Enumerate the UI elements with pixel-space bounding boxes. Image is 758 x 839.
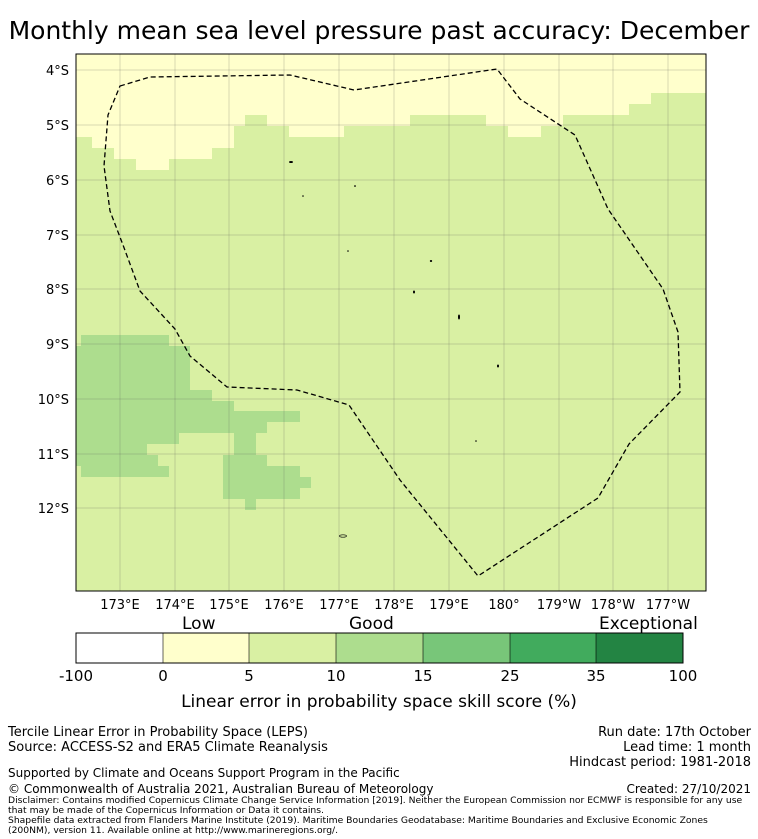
lon-label: 174°E (155, 598, 195, 613)
lat-label: 6°S (46, 174, 69, 189)
footer-created: Created: 27/10/2021 (626, 782, 751, 796)
lat-label: 4°S (46, 64, 69, 79)
low-skill-region (76, 54, 706, 170)
islands (289, 161, 499, 538)
footer-lead-time: Lead time: 1 month (623, 740, 751, 755)
lon-label: 177°W (646, 598, 690, 613)
colorbar-segment (596, 633, 683, 663)
colorbar-segment (423, 633, 510, 663)
gridlines (76, 54, 706, 591)
colorbar-tick: -100 (58, 667, 94, 685)
colorbar-tick: 10 (326, 667, 346, 685)
colorbar-tick: 15 (413, 667, 433, 685)
colorbar-tick: 0 (158, 667, 168, 685)
footer-hindcast: Hindcast period: 1981-2018 (569, 755, 751, 770)
lon-label: 178°E (374, 598, 414, 613)
footer-run-date: Run date: 17th October (598, 725, 751, 740)
colorbar-category-low: Low (182, 614, 216, 634)
colorbar-segment (510, 633, 596, 663)
lat-label: 11°S (38, 448, 69, 463)
colorbar-tick: 25 (500, 667, 520, 685)
colorbar-segment (163, 633, 249, 663)
colorbar (75, 632, 684, 664)
footer-support: Supported by Climate and Oceans Support … (8, 766, 400, 780)
lon-label: 177°E (319, 598, 359, 613)
lat-label: 12°S (38, 502, 69, 517)
colorbar-title: Linear error in probability space skill … (181, 692, 577, 712)
good-skill-region (76, 335, 311, 510)
colorbar-tick: 5 (244, 667, 254, 685)
map-frame (75, 53, 707, 592)
footer-disclaimer: Disclaimer: Contains modified Copernicus… (8, 795, 743, 816)
colorbar-tick: 35 (586, 667, 606, 685)
lat-label: 7°S (46, 229, 69, 244)
lon-label: 180° (488, 598, 519, 613)
lat-label: 9°S (46, 338, 69, 353)
footer-source: Source: ACCESS-S2 and ERA5 Climate Reana… (8, 740, 328, 755)
colorbar-segment (249, 633, 336, 663)
colorbar-category-good: Good (349, 614, 394, 634)
lon-label: 179°E (429, 598, 469, 613)
colorbar-segment (336, 633, 423, 663)
map-title: Monthly mean sea level pressure past acc… (8, 16, 750, 45)
colorbar-segment (76, 633, 163, 663)
lat-label: 10°S (38, 393, 69, 408)
colorbar-category-exceptional: Exceptional (599, 614, 698, 634)
lon-label: 179°W (537, 598, 581, 613)
lon-label: 178°W (591, 598, 635, 613)
longitude-labels: 173°E 174°E 175°E 176°E 177°E 178°E 179°… (100, 598, 690, 613)
lon-label: 173°E (100, 598, 140, 613)
colorbar-tick: 100 (668, 667, 698, 685)
footer-shapefile: Shapefile data extracted from Flanders M… (8, 815, 708, 836)
footer-method: Tercile Linear Error in Probability Spac… (8, 725, 308, 740)
eez-boundary (103, 68, 681, 577)
lon-label: 175°E (209, 598, 249, 613)
footer-copyright: © Commonwealth of Australia 2021, Austra… (8, 782, 434, 796)
lon-label: 176°E (264, 598, 304, 613)
latitude-labels: 4°S 5°S 6°S 7°S 8°S 9°S 10°S 11°S 12°S (38, 64, 69, 517)
lat-label: 8°S (46, 283, 69, 298)
lat-label: 5°S (46, 119, 69, 134)
